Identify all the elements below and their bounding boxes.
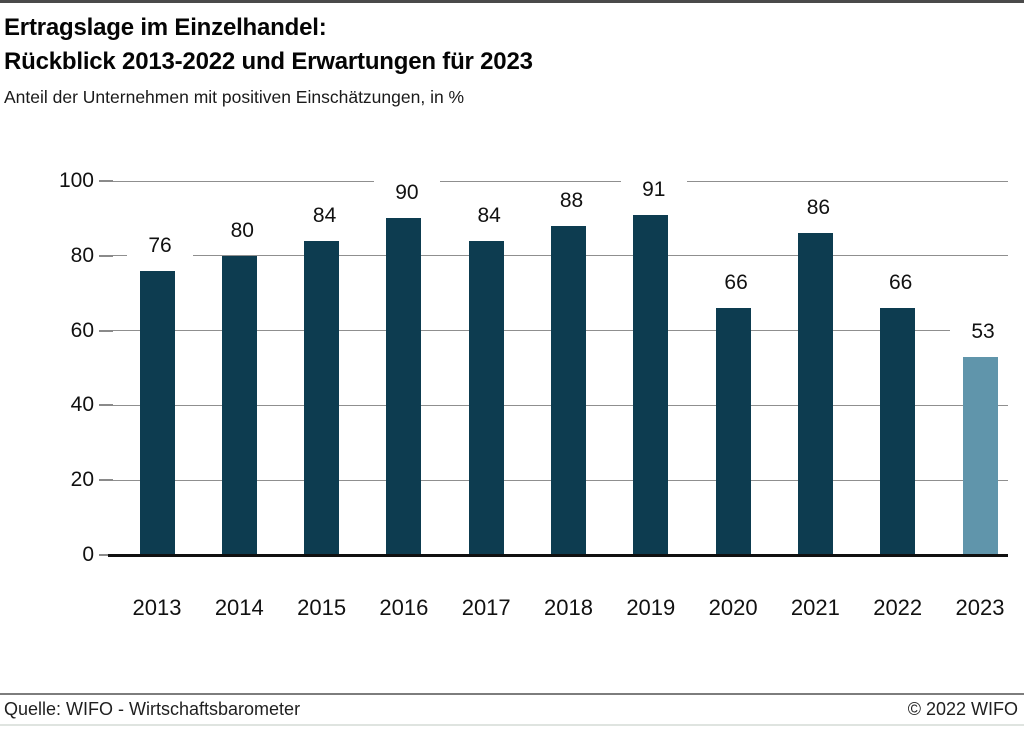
y-axis-tick-20	[99, 479, 113, 482]
bar-2020	[715, 308, 751, 555]
bar-2018	[551, 225, 586, 555]
chart-title-line-2: Rückblick 2013-2022 und Erwartungen für …	[4, 48, 533, 75]
y-axis-tick-0	[99, 554, 113, 556]
x-axis-label-2017: 2017	[461, 595, 511, 620]
bar-2013	[139, 270, 175, 555]
x-axis-label-2020: 2020	[708, 595, 758, 620]
bar-2019	[633, 214, 669, 555]
bar-value-label-2016: 90	[373, 180, 440, 207]
bar-value-label-2014: 80	[209, 217, 276, 244]
y-axis-tick-100	[99, 180, 113, 182]
copyright-text: © 2022 WIFO	[907, 699, 1018, 719]
chart-subtitle: Anteil der Unternehmen mit positiven Ein…	[4, 87, 465, 107]
y-axis-label-20: 20	[70, 468, 94, 492]
bar-2014	[221, 255, 257, 555]
x-axis-label-2022: 2022	[873, 595, 923, 620]
bar-value-label-2022: 66	[867, 270, 934, 297]
bar-value-label-2017: 84	[456, 202, 523, 229]
bar-2022	[880, 308, 916, 555]
bar-value-label-2015: 84	[291, 202, 358, 229]
y-axis-tick-60	[99, 329, 113, 332]
bar-value-label-2020: 66	[703, 270, 770, 297]
footer-divider-rule	[0, 693, 1024, 695]
x-axis-label-2018: 2018	[544, 595, 593, 620]
top-border-rule	[0, 0, 1024, 3]
y-axis-label-60: 60	[70, 318, 94, 342]
y-axis-label-0: 0	[82, 543, 94, 566]
y-axis-label-80: 80	[70, 243, 94, 267]
bar-value-label-2018: 88	[538, 187, 605, 214]
bar-value-label-2019: 91	[620, 176, 687, 203]
x-axis-label-2021: 2021	[790, 595, 840, 620]
bar-2017	[468, 240, 504, 555]
bar-2015	[304, 240, 340, 555]
x-axis-label-2023: 2023	[955, 595, 1005, 620]
x-axis-label-2019: 2019	[626, 595, 676, 620]
x-axis-label-2015: 2015	[297, 595, 347, 620]
x-axis-label-2013: 2013	[132, 595, 182, 620]
bottom-accent-rule	[0, 724, 1024, 726]
x-axis-baseline	[108, 553, 1008, 557]
chart-title-line-1: Ertragslage im Einzelhandel:	[4, 14, 327, 41]
y-axis-tick-80	[99, 254, 113, 257]
gridline-100	[113, 180, 1008, 182]
bar-value-label-2013: 76	[127, 232, 193, 259]
bar-2021	[797, 233, 833, 555]
y-axis-label-40: 40	[70, 393, 94, 417]
x-axis-label-2014: 2014	[214, 595, 264, 620]
y-axis-label-100: 100	[58, 169, 94, 192]
bar-2023	[962, 356, 998, 555]
y-axis-tick-40	[99, 404, 113, 407]
bar-2016	[386, 218, 422, 555]
bar-value-label-2021: 86	[785, 195, 852, 222]
bar-value-label-2023: 53	[950, 318, 1016, 345]
x-axis-label-2016: 2016	[379, 595, 429, 620]
source-text: Quelle: WIFO - Wirtschaftsbarometer	[4, 699, 301, 719]
